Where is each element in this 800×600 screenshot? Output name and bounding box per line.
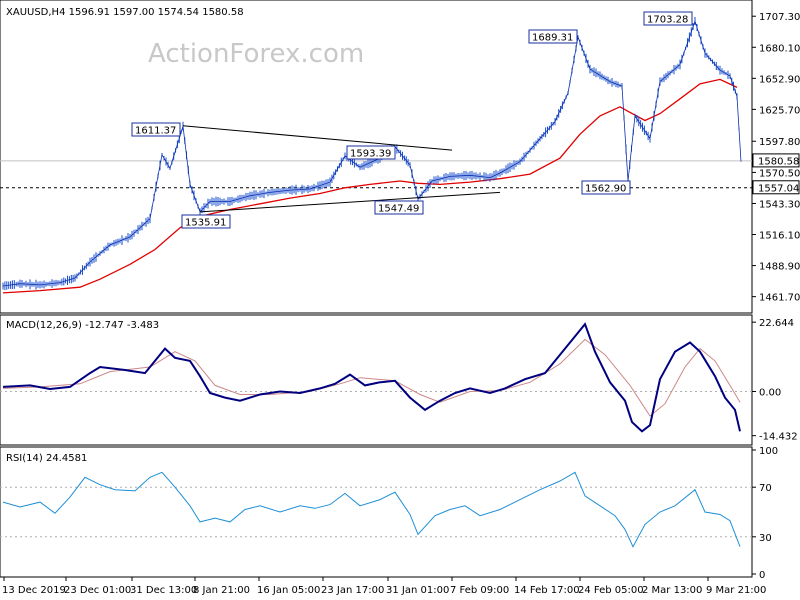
macd-header: MACD(12,26,9) -12.747 -3.483 [6, 320, 159, 331]
price-y-tick-label: 1488.90 [759, 262, 800, 273]
annotation-box [346, 145, 396, 160]
macd-y-tick-label: 22.644 [759, 318, 794, 329]
moving-average [2, 78, 738, 294]
macd-y-axis: 22.644 0.00 -14.432 [752, 318, 798, 443]
price-header: XAUUSD,H4 1596.91 1597.00 1574.54 1580.5… [6, 7, 244, 18]
x-tick-label: 23 Jan 17:00 [321, 585, 384, 596]
x-tick-label: 7 Feb 09:00 [450, 585, 509, 596]
annotation-box [374, 200, 424, 215]
macd-line [2, 322, 741, 433]
trendlines [182, 125, 501, 213]
annotation-box [643, 11, 693, 26]
price-y-tick-label: 1652.90 [759, 74, 800, 85]
price-y-tick-label: 1597.80 [759, 137, 800, 148]
price-y-tick-label: 1543.30 [759, 199, 800, 210]
x-tick-label: 9 Mar 21:00 [706, 585, 766, 596]
rsi-y-tick-label: 0 [759, 570, 765, 581]
annotation-label: 1562.90 [585, 184, 626, 195]
x-tick-label: 16 Jan 05:00 [257, 585, 320, 596]
price-annotations: 1611.37 1535.91 1593.39 1547.49 1689.31 1562.… [131, 11, 693, 229]
annotation-label: 1547.49 [378, 204, 419, 215]
rsi-levels [0, 486, 752, 538]
rsi-y-axis: 100 70 30 0 [752, 446, 778, 581]
x-tick-label: 13 Dec 2019 [2, 585, 66, 596]
price-markers: 1580.58 1557.04 [752, 153, 800, 195]
price-marker-box [752, 153, 800, 168]
price-y-tick-label: 1570.50 [759, 168, 800, 179]
rsi-header: RSI(14) 24.4581 [6, 453, 87, 464]
price-y-tick-label: 1461.70 [759, 293, 800, 304]
rsi-path [2, 471, 741, 548]
x-tick-label: 31 Dec 13:00 [130, 585, 197, 596]
annotation-box [528, 29, 578, 44]
price-path [2, 19, 742, 287]
annotation-label: 1535.91 [185, 218, 226, 229]
price-y-tick-label: 1516.10 [759, 231, 800, 242]
annotation-label: 1611.37 [135, 126, 176, 137]
macd-path [2, 322, 741, 433]
annotation-label: 1703.28 [647, 15, 688, 26]
x-tick-label: 2 Mar 13:00 [642, 585, 702, 596]
price-y-tick-label: 1680.10 [759, 43, 800, 54]
rsi-y-tick-label: 70 [759, 483, 772, 494]
price-marker-label: 1557.04 [758, 183, 799, 194]
price-marker-box [752, 180, 800, 195]
watermark: ActionForex.com [148, 39, 364, 69]
ma-line [2, 78, 738, 294]
price-y-tick-label: 1707.30 [759, 12, 800, 23]
trendline [182, 125, 453, 151]
rsi-panel: RSI(14) 24.4581 100 70 30 0 [0, 446, 778, 581]
price-y-tick-label: 1625.70 [759, 105, 800, 116]
annotation-label: 1689.31 [532, 33, 573, 44]
price-marker-label: 1580.58 [758, 156, 799, 167]
macd-y-tick-label: 0.00 [759, 387, 781, 398]
x-tick-label: 31 Jan 01:00 [386, 585, 449, 596]
trendline [199, 191, 501, 213]
price-series [2, 17, 742, 291]
price-y-axis: 1707.30 1680.10 1652.90 1625.70 1597.80 1570.… [752, 12, 800, 304]
price-panel: ActionForex.com XAUUSD,H4 1596.91 1597.0… [0, 0, 800, 314]
annotation-box [131, 122, 181, 137]
x-tick-label: 23 Dec 01:00 [64, 585, 131, 596]
annotation-box [181, 214, 231, 229]
x-tick-label: 14 Feb 17:00 [514, 585, 580, 596]
annotation-box [581, 180, 631, 195]
annotation-label: 1593.39 [350, 149, 391, 160]
macd-panel: MACD(12,26,9) -12.747 -3.483 22.644 0.00 -… [0, 314, 798, 446]
rsi-y-tick-label: 30 [759, 533, 772, 544]
rsi-line [2, 471, 741, 548]
rsi-y-tick-label: 100 [759, 446, 778, 457]
macd-y-tick-label: -14.432 [759, 432, 798, 443]
x-tick-label: 24 Feb 05:00 [578, 585, 644, 596]
x-tick-label: 8 Jan 21:00 [193, 585, 250, 596]
